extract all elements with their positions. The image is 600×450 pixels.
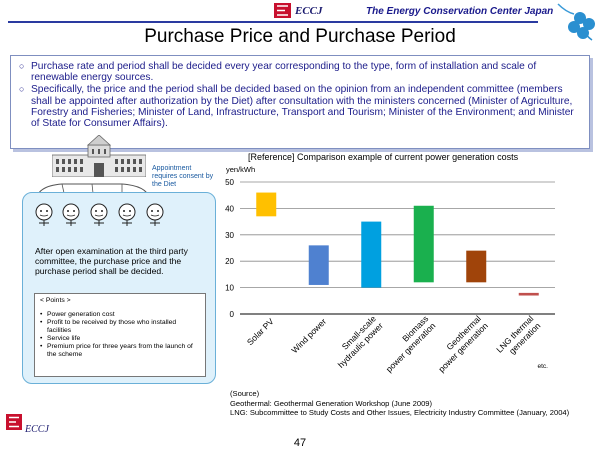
bar bbox=[256, 192, 277, 217]
source-heading: (Source) bbox=[230, 389, 260, 398]
points-title: < Points > bbox=[40, 297, 71, 304]
list-item: • Premium price for three years from the … bbox=[40, 343, 200, 359]
points-etc: etc. bbox=[537, 363, 548, 370]
bullet-item: ○ Purchase rate and period shall be deci… bbox=[19, 61, 581, 83]
x-tick-label: LNG thermalgeneration bbox=[494, 313, 542, 361]
committee-member-icon bbox=[118, 203, 136, 226]
footer-logo-icon bbox=[6, 414, 22, 430]
x-tick-label: Biomasspower generation bbox=[377, 313, 438, 374]
x-tick-label: Small-scalehydraulic power bbox=[329, 313, 385, 369]
bar bbox=[518, 292, 539, 296]
x-tick-label: Geothermalpower generation bbox=[429, 313, 490, 374]
header: ECCJ The Energy Conservation Center Japa… bbox=[0, 0, 600, 23]
point-text: Profit to be received by those who insta… bbox=[47, 319, 177, 334]
header-logo-text: ECCJ bbox=[295, 5, 323, 17]
source-line: LNG: Subcommittee to Study Costs and Oth… bbox=[230, 408, 570, 418]
bar bbox=[466, 250, 487, 283]
bullet-item: ○ Specifically, the price and the period… bbox=[19, 84, 581, 129]
points-box: < Points > • Power generation cost • Profi… bbox=[34, 293, 206, 377]
committee-description: After open examination at the third part… bbox=[35, 246, 188, 276]
committee-member-icon bbox=[35, 203, 53, 226]
bullet-marker: ○ bbox=[19, 61, 25, 71]
list-item: • Profit to be received by those who inst… bbox=[40, 319, 200, 335]
source-notes: (Source) Geothermal: Geothermal Generati… bbox=[230, 389, 569, 418]
page-title: Purchase Price and Purchase Period bbox=[144, 26, 456, 47]
y-tick-label: 50 bbox=[225, 178, 234, 187]
committee-member-icon bbox=[62, 203, 80, 226]
bar bbox=[308, 245, 329, 285]
diet-building-icon bbox=[52, 135, 146, 177]
point-text: Premium price for three years from the l… bbox=[47, 343, 193, 358]
y-tick-label: 10 bbox=[225, 284, 234, 293]
source-line: Geothermal: Geothermal Generation Worksh… bbox=[230, 398, 433, 408]
bullet-text: Specifically, the price and the period s… bbox=[31, 84, 574, 130]
bullet-marker: ○ bbox=[19, 84, 25, 95]
point-text: Power generation cost bbox=[47, 311, 115, 318]
y-tick-label: 30 bbox=[225, 231, 234, 240]
x-tick-label: Solar PV bbox=[245, 316, 276, 347]
committee-member-icon bbox=[146, 203, 164, 226]
x-tick-label: Wind power bbox=[289, 316, 328, 355]
y-axis-label: yen/kWh bbox=[226, 165, 256, 174]
org-name: The Energy Conservation Center Japan bbox=[366, 6, 554, 17]
list-item: • Power generation cost bbox=[40, 311, 115, 318]
header-divider bbox=[8, 21, 538, 23]
y-tick-label: 40 bbox=[225, 204, 234, 213]
bullet-text: Purchase rate and period shall be decide… bbox=[31, 61, 537, 84]
cost-chart: 0 10 20 30 40 50 Solar PV Wind power Small-scale… bbox=[225, 178, 555, 374]
y-tick-label: 0 bbox=[230, 310, 235, 319]
footer-logo-text: ECCJ bbox=[25, 424, 49, 435]
clover-icon bbox=[557, 3, 595, 41]
bullet-box: ○ Purchase rate and period shall be deci… bbox=[10, 55, 590, 149]
list-item: • Service life bbox=[40, 335, 81, 342]
eccj-logo-icon bbox=[274, 3, 291, 18]
committee-member-icon bbox=[90, 203, 108, 226]
appointment-note: Appointment requires consent by the Diet bbox=[152, 165, 214, 188]
points-list: • Power generation cost • Profit to be rec… bbox=[40, 311, 200, 359]
bar bbox=[413, 205, 434, 283]
point-text: Service life bbox=[47, 335, 81, 342]
bar bbox=[361, 221, 382, 288]
y-tick-label: 20 bbox=[225, 257, 234, 266]
page-number: 47 bbox=[293, 437, 307, 449]
chart-title: [Reference] Comparison example of curren… bbox=[248, 152, 519, 162]
